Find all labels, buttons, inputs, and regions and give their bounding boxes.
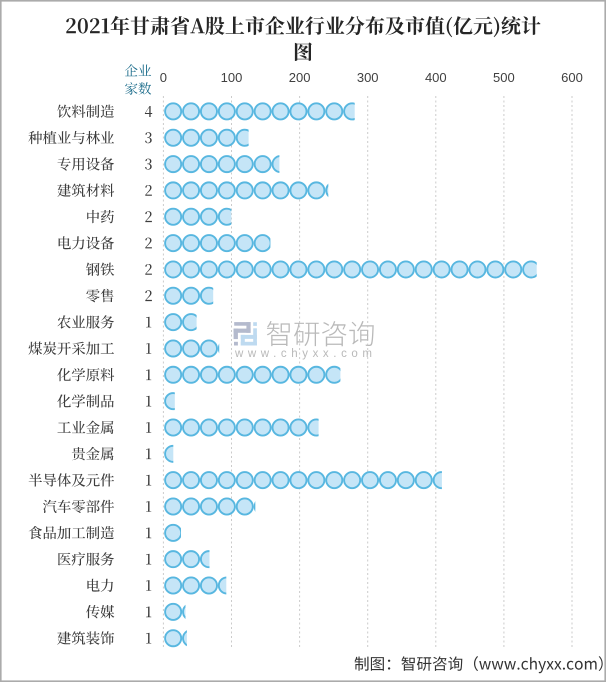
svg-text:600: 600 <box>561 70 583 85</box>
svg-text:www.chyxx.com: www.chyxx.com <box>234 348 377 360</box>
svg-text:100: 100 <box>221 70 243 85</box>
svg-text:300: 300 <box>357 70 379 85</box>
svg-text:500: 500 <box>493 70 515 85</box>
svg-text:400: 400 <box>425 70 447 85</box>
svg-text:200: 200 <box>289 70 311 85</box>
svg-text:0: 0 <box>160 70 167 85</box>
